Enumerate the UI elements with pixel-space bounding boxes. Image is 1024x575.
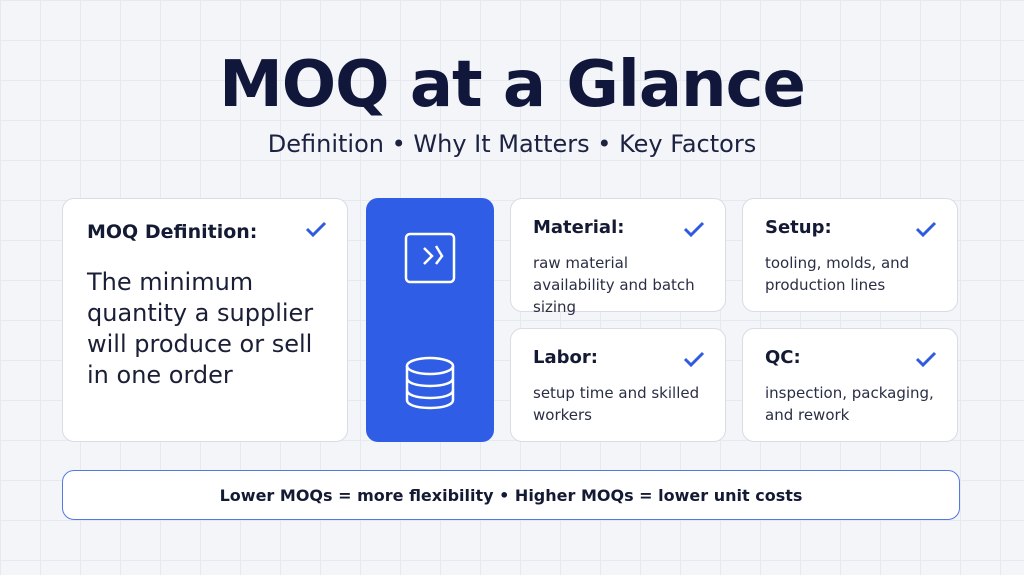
factor-title: QC: (765, 347, 801, 368)
factor-text: setup time and skilled workers (533, 384, 700, 424)
factor-card: Material: raw material availability and … (510, 198, 726, 316)
factor-card: Setup: tooling, molds, and production li… (742, 198, 958, 312)
factor-card: QC: inspection, packaging, and rework (742, 328, 958, 442)
check (915, 351, 937, 367)
definition-title: MOQ Definition: (87, 221, 258, 243)
factor-text: inspection, packaging, and rework (765, 384, 934, 424)
check (305, 221, 327, 237)
definition-card: MOQ Definition: The minimum quantity a s… (62, 198, 348, 442)
icon-panel (366, 198, 494, 442)
subtitle: Definition • Why It Matters • Key Factor… (267, 130, 757, 158)
factor-title: Setup: (765, 217, 832, 238)
check (915, 221, 937, 237)
definition-text: The minimum quantity a supplier will pro… (87, 268, 314, 389)
footer: Lower MOQs = more flexibility • Higher M… (62, 470, 960, 520)
factor-text: tooling, molds, and production lines (765, 254, 910, 294)
factor-text: raw material availability and batch sizi… (533, 254, 695, 316)
check (683, 221, 705, 237)
factor-title: Material: (533, 217, 625, 238)
title: MOQ at a Glance (219, 48, 806, 122)
factor-card: Labor: setup time and skilled workers (510, 328, 726, 442)
icons (404, 232, 456, 410)
check (683, 351, 705, 367)
factor-title: Labor: (533, 347, 598, 368)
